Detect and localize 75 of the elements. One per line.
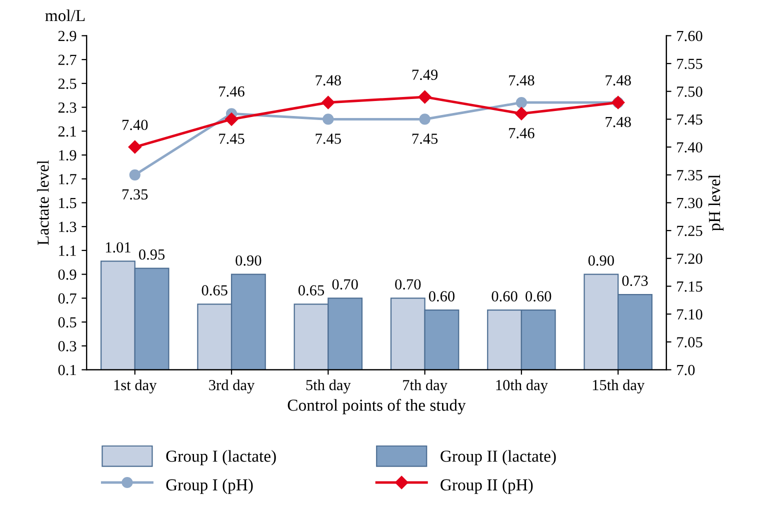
- x-axis-title: Control points of the study: [288, 398, 466, 414]
- x-tick-label: 10th day: [496, 379, 548, 394]
- y2-tick-label: 7.0: [677, 364, 695, 376]
- data-label: 7.48: [606, 75, 631, 86]
- data-label: 7.45: [412, 134, 438, 144]
- point: [419, 114, 430, 125]
- data-label: 7.35: [122, 189, 148, 200]
- y2-tick-label: 7.05: [677, 337, 702, 348]
- data-label: 0.90: [236, 255, 262, 266]
- y2-tick-label: 7.50: [677, 86, 702, 97]
- data-label: 0.60: [492, 291, 518, 302]
- point: [322, 96, 335, 110]
- y2-tick-label: 7.20: [677, 254, 702, 264]
- legend-label: Group I (lactate): [166, 450, 276, 466]
- text: mol/L: [45, 9, 85, 22]
- y2-tick-label: 7.35: [677, 170, 702, 180]
- y-tick-label: 1.1: [59, 246, 76, 256]
- y2-axis-title: pH level: [708, 174, 724, 231]
- y2-tick-label: 7.30: [677, 198, 702, 208]
- point: [418, 90, 432, 104]
- y-tick-label: 0.1: [58, 364, 76, 376]
- x-tick-label: 1st day: [114, 379, 157, 394]
- data-label: 7.48: [316, 75, 341, 86]
- data-label: 0.65: [298, 285, 324, 296]
- data-label: 7.46: [219, 86, 244, 97]
- y-tick-label: 0.5: [58, 317, 76, 328]
- data-label: 0.60: [526, 291, 552, 302]
- point: [514, 107, 528, 120]
- y-tick-label: 1.9: [59, 150, 76, 161]
- data-label: 0.65: [202, 285, 228, 296]
- data-label: 7.49: [412, 70, 438, 80]
- y2-tick-label: 7.40: [677, 142, 702, 153]
- data-label: 0.73: [622, 276, 648, 286]
- y-tick-label: 2.5: [58, 78, 76, 89]
- y-tick-label: 2.7: [58, 54, 76, 66]
- y-tick-label: 0.9: [58, 269, 76, 280]
- y-tick-label: 0.3: [58, 341, 76, 352]
- x-tick-label: 3rd day: [209, 379, 255, 394]
- data-label: 0.95: [139, 249, 165, 260]
- y-tick-label: 1.3: [59, 222, 76, 232]
- y-tick-label: 2.9: [58, 30, 76, 42]
- y-tick-label: 1.5: [59, 198, 76, 208]
- y2-tick-label: 7.45: [677, 114, 702, 125]
- data-label: 0.70: [332, 279, 358, 290]
- data-label: 7.45: [219, 134, 244, 144]
- y-axis-title: Lactate level: [37, 160, 49, 246]
- y-tick-label: 1.7: [59, 174, 76, 184]
- legend-label: Group I (pH): [166, 478, 253, 494]
- point: [516, 96, 528, 108]
- y-tick-label: 2.3: [58, 102, 76, 113]
- data-label: 7.48: [509, 75, 534, 86]
- data-label: 7.45: [316, 134, 341, 144]
- x-tick-label: 5th day: [306, 379, 351, 394]
- legend-label: Group II (lactate): [440, 450, 556, 466]
- y2-tick-label: 7.60: [677, 30, 702, 42]
- data-label: 0.70: [395, 279, 421, 290]
- point: [128, 140, 142, 154]
- point: [129, 169, 140, 180]
- point: [224, 112, 238, 126]
- y-tick-label: 0.7: [58, 293, 76, 304]
- y2-tick-label: 7.10: [677, 309, 702, 320]
- data-label: 1.01: [106, 242, 130, 253]
- data-label: 0.90: [588, 255, 614, 266]
- data-label: 7.40: [122, 120, 148, 130]
- point: [322, 114, 334, 125]
- y-tick-label: 2.1: [58, 126, 76, 137]
- data-label: 7.48: [606, 116, 631, 128]
- x-tick-label: 15th day: [592, 379, 645, 394]
- data-label: 7.46: [509, 128, 534, 138]
- y2-tick-label: 7.55: [677, 58, 702, 70]
- legend-label: Group II (pH): [440, 478, 533, 494]
- y2-tick-label: 7.15: [677, 281, 702, 292]
- y2-tick-label: 7.25: [677, 226, 702, 236]
- data-label: 0.60: [428, 291, 455, 302]
- x-tick-label: 7th day: [403, 379, 448, 394]
